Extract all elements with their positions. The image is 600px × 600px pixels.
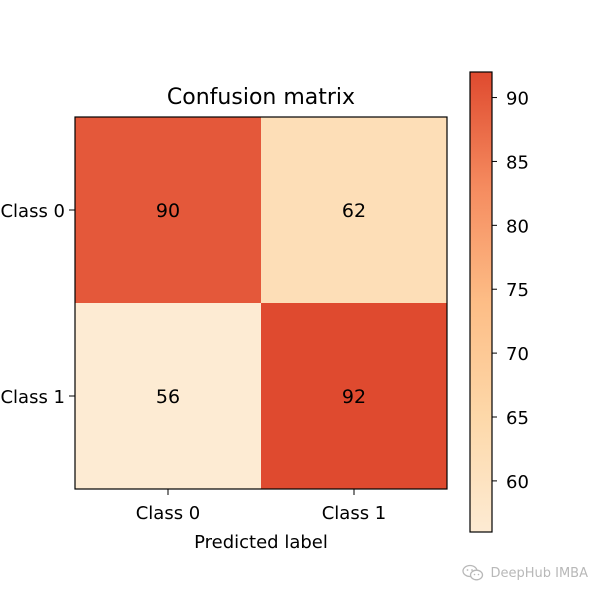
colorbar-gradient bbox=[470, 72, 492, 532]
heatmap-cell-r1-c0 bbox=[75, 303, 261, 489]
colorbar-tick-label: 75 bbox=[506, 280, 529, 301]
cell-value-r1-c1: 92 bbox=[342, 386, 366, 408]
colorbar-frame bbox=[469, 71, 493, 533]
cell-value-r0-c0: 90 bbox=[156, 200, 180, 222]
y-tick-label: Class 1 bbox=[0, 387, 65, 408]
heatmap-cell-r1-c1 bbox=[261, 303, 447, 489]
x-tick-label: Class 1 bbox=[322, 503, 387, 524]
wechat-icon bbox=[462, 564, 484, 581]
heatmap-cells bbox=[75, 117, 447, 489]
x-tick-label: Class 0 bbox=[136, 503, 201, 524]
colorbar-tick-label: 90 bbox=[506, 89, 529, 110]
chart-title: Confusion matrix bbox=[167, 85, 355, 110]
x-axis-label: Predicted label bbox=[194, 532, 328, 553]
y-tick-label: Class 0 bbox=[0, 201, 65, 222]
heatmap-cell-labels: 90 62 56 92 bbox=[156, 200, 366, 408]
plot-frame bbox=[74, 116, 448, 490]
x-axis-ticks: Class 0 Class 1 bbox=[136, 489, 387, 524]
watermark-text: DeepHub IMBA bbox=[490, 565, 588, 581]
colorbar: 60 65 70 75 80 85 90 bbox=[469, 71, 529, 533]
colorbar-tick-label: 85 bbox=[506, 152, 529, 173]
heatmap-cell-r0-c0 bbox=[75, 117, 261, 303]
cell-value-r1-c0: 56 bbox=[156, 386, 180, 408]
watermark: DeepHub IMBA bbox=[462, 564, 588, 582]
y-axis-ticks: Class 0 Class 1 bbox=[0, 201, 75, 408]
colorbar-tick-label: 65 bbox=[506, 408, 529, 429]
heatmap-cell-r0-c1 bbox=[261, 117, 447, 303]
colorbar-ticks: 60 65 70 75 80 85 90 bbox=[492, 89, 529, 493]
colorbar-tick-label: 60 bbox=[506, 472, 529, 493]
colorbar-tick-label: 80 bbox=[506, 216, 529, 237]
colorbar-tick-label: 70 bbox=[506, 344, 529, 365]
cell-value-r0-c1: 62 bbox=[342, 200, 366, 222]
